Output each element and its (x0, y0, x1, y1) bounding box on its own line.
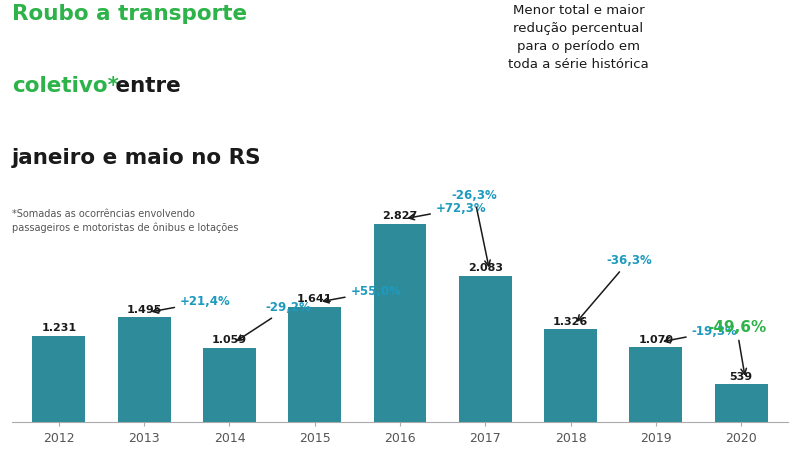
Text: +55,0%: +55,0% (323, 285, 402, 303)
Bar (714, 384, 767, 422)
Text: entre: entre (108, 76, 181, 97)
Text: +72,3%: +72,3% (409, 202, 486, 220)
Text: 1.326: 1.326 (553, 317, 588, 326)
Text: 1.059: 1.059 (212, 335, 247, 345)
Text: -26,3%: -26,3% (451, 189, 497, 266)
Text: 1.231: 1.231 (42, 323, 77, 333)
Bar (33, 336, 86, 422)
Text: +21,4%: +21,4% (153, 295, 230, 313)
Bar (459, 276, 512, 422)
Text: 2.083: 2.083 (468, 264, 502, 273)
Text: coletivo*: coletivo* (12, 76, 119, 97)
Text: janeiro e maio no RS: janeiro e maio no RS (12, 148, 262, 168)
Text: *Somadas as ocorrências envolvendo
passageiros e motoristas de ônibus e lotações: *Somadas as ocorrências envolvendo passa… (12, 209, 238, 233)
Text: -49,6%: -49,6% (707, 320, 766, 374)
Text: 1.641: 1.641 (297, 295, 333, 304)
Bar (630, 347, 682, 422)
Text: 1.070: 1.070 (638, 335, 674, 344)
Text: 2.827: 2.827 (382, 211, 418, 221)
Text: 1.495: 1.495 (126, 305, 162, 315)
Bar (203, 348, 256, 422)
Bar (544, 329, 597, 422)
Text: Menor total e maior
redução percentual
para o período em
toda a série histórica: Menor total e maior redução percentual p… (508, 4, 649, 71)
Text: -19,3%: -19,3% (665, 325, 738, 343)
Bar (288, 307, 341, 422)
Text: -29,2%: -29,2% (238, 301, 311, 340)
Text: -36,3%: -36,3% (578, 254, 652, 321)
Bar (118, 317, 170, 422)
Text: 539: 539 (730, 372, 753, 382)
Text: Roubo a transporte: Roubo a transporte (12, 4, 247, 25)
Bar (374, 224, 426, 422)
